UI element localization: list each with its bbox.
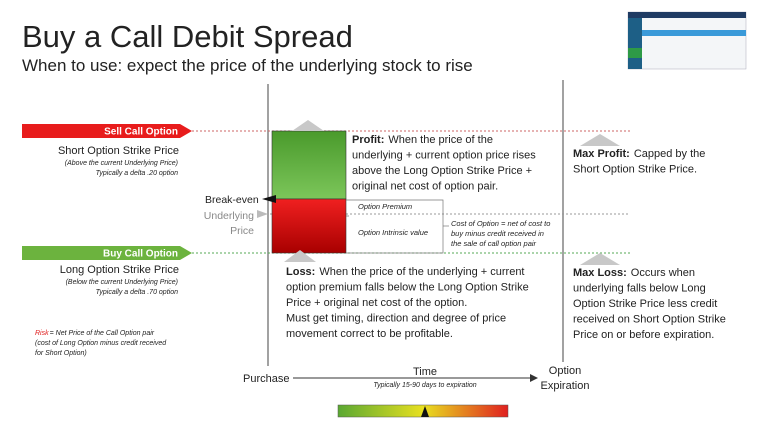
loss-text: Must get timing, direction and degree of… bbox=[286, 313, 506, 325]
underlying-arrow bbox=[257, 210, 268, 218]
loss-zone bbox=[271, 198, 347, 254]
max-profit-text-text: Capped by the bbox=[634, 148, 706, 160]
risk-text: Risk= Net Price of the Call Option pair bbox=[35, 330, 155, 337]
loss-text-text: movement correct to be profitable. bbox=[286, 328, 453, 340]
profit-text-text: When the price of the bbox=[388, 134, 493, 146]
short-strike-title: Short Option Strike Price bbox=[58, 145, 179, 157]
risk-text-text: (cost of Long Option minus credit receiv… bbox=[35, 340, 167, 347]
max-profit-text: Max Profit: Capped by the bbox=[573, 148, 705, 160]
loss-text-text: Must get timing, direction and degree of… bbox=[286, 313, 506, 325]
loss-text-label: Loss: bbox=[286, 266, 315, 278]
buy-tag-label: Buy Call Option bbox=[103, 249, 178, 260]
max-loss-text: Price on or before expiration. bbox=[573, 329, 714, 341]
marker bbox=[292, 120, 324, 131]
cost-of-option: Cost of Option = net of cost to bbox=[451, 219, 550, 228]
loss-text-text: Price + original net cost of the option. bbox=[286, 297, 467, 309]
thumbnail bbox=[627, 11, 747, 70]
profit-text-text: above the Long Option Strike Price + bbox=[352, 165, 532, 177]
short-note: (Above the current Underlying Price) bbox=[65, 160, 178, 167]
long-note: Typically a delta .70 option bbox=[96, 289, 178, 296]
max-loss-text-label: Max Loss: bbox=[573, 267, 627, 279]
time-arrowhead bbox=[530, 374, 538, 382]
profit-text: underlying + current option price rises bbox=[352, 150, 536, 162]
profit-text: original net cost of option pair. bbox=[352, 181, 498, 193]
cost-of-option: buy minus credit received in bbox=[451, 229, 544, 238]
risk-bar-pointer bbox=[421, 406, 429, 417]
max-profit-text-text: Short Option Strike Price. bbox=[573, 164, 697, 176]
title: Buy a Call Debit Spread bbox=[22, 19, 353, 54]
max-loss-text-text: Occurs when bbox=[631, 267, 695, 279]
risk-text: for Short Option) bbox=[35, 350, 87, 357]
max-loss-text-text: Option Strike Price less credit bbox=[573, 298, 717, 310]
long-note: (Below the current Underlying Price) bbox=[66, 279, 178, 286]
max-loss-text: received on Short Option Strike bbox=[573, 314, 726, 326]
underlying-label: Price bbox=[230, 225, 254, 237]
max-loss-text: underlying falls below Long bbox=[573, 283, 706, 295]
risk-text-text: for Short Option) bbox=[35, 350, 87, 357]
marker bbox=[284, 250, 316, 262]
risk-text: (cost of Long Option minus credit receiv… bbox=[35, 340, 167, 347]
sell-tag-label: Sell Call Option bbox=[104, 127, 178, 138]
profit-text: above the Long Option Strike Price + bbox=[352, 165, 532, 177]
loss-text: Loss: When the price of the underlying + … bbox=[286, 266, 525, 278]
profit-zone bbox=[271, 130, 347, 200]
loss-text-text: option premium falls below the Long Opti… bbox=[286, 282, 529, 294]
underlying-label: Underlying bbox=[204, 210, 254, 222]
profit-text-text: original net cost of option pair. bbox=[352, 181, 498, 193]
timeline-end: Option bbox=[549, 365, 581, 377]
marker bbox=[580, 134, 620, 146]
timeline-end: Expiration bbox=[541, 380, 590, 392]
break-even-arrow bbox=[262, 195, 276, 203]
max-loss-text-text: received on Short Option Strike bbox=[573, 314, 726, 326]
risk-text-text: = Net Price of the Call Option pair bbox=[50, 330, 155, 337]
timeline-note: Typically 15-90 days to expiration bbox=[373, 382, 476, 389]
max-loss-text: Max Loss: Occurs when bbox=[573, 267, 695, 279]
profit-text-text: underlying + current option price rises bbox=[352, 150, 536, 162]
buy-tag bbox=[22, 246, 192, 260]
risk-text-label: Risk bbox=[35, 330, 49, 337]
max-profit-text-label: Max Profit: bbox=[573, 148, 630, 160]
premium-label: Option Premium bbox=[358, 202, 412, 211]
max-profit-text: Short Option Strike Price. bbox=[573, 164, 697, 176]
loss-text: movement correct to be profitable. bbox=[286, 328, 453, 340]
sell-tag bbox=[22, 124, 192, 138]
premium-bracket bbox=[346, 199, 444, 254]
max-loss-text-text: underlying falls below Long bbox=[573, 283, 706, 295]
loss-text-text: When the price of the underlying + curre… bbox=[319, 266, 524, 278]
loss-text: Price + original net cost of the option. bbox=[286, 297, 467, 309]
long-strike-title: Long Option Strike Price bbox=[60, 264, 179, 276]
break-even-label: Break-even bbox=[205, 194, 259, 206]
subtitle: When to use: expect the price of the und… bbox=[22, 56, 473, 75]
profit-text: Profit: When the price of the bbox=[352, 134, 493, 146]
profit-text-label: Profit: bbox=[352, 134, 384, 146]
loss-text: option premium falls below the Long Opti… bbox=[286, 282, 529, 294]
premium-label: Option Intrinsic value bbox=[358, 228, 428, 237]
max-loss-text-text: Price on or before expiration. bbox=[573, 329, 714, 341]
marker bbox=[580, 253, 620, 265]
short-note: Typically a delta .20 option bbox=[96, 170, 178, 177]
max-loss-text: Option Strike Price less credit bbox=[573, 298, 717, 310]
cost-of-option: the sale of call option pair bbox=[451, 239, 537, 248]
timeline-label: Time bbox=[413, 366, 437, 378]
timeline-start: Purchase bbox=[243, 373, 289, 385]
